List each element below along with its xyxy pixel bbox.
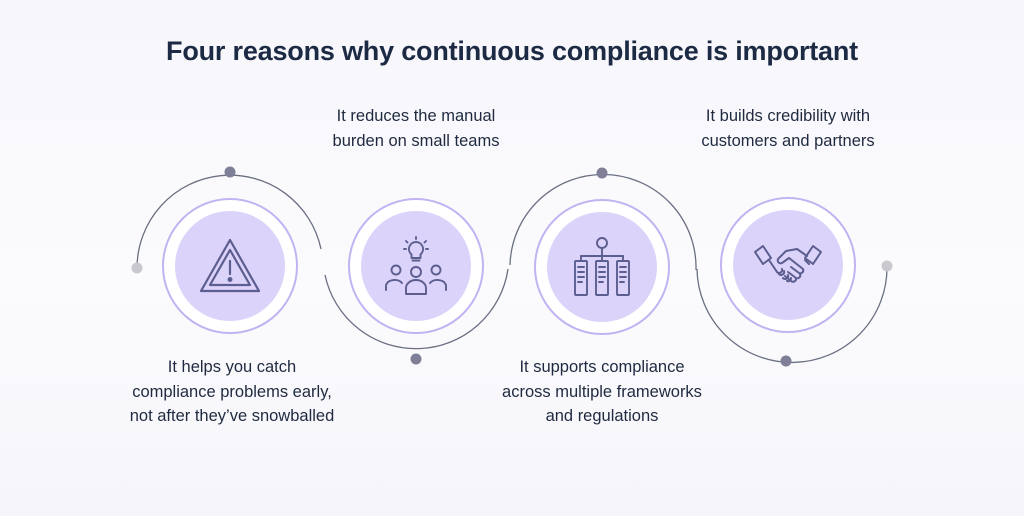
reason-label-4: It builds credibility with customers and… <box>701 107 875 150</box>
connector-arc-1 <box>136 174 322 269</box>
reason-label-1: It helps you catch compliance problems e… <box>129 358 335 425</box>
team-idea-icon <box>385 236 447 295</box>
start-dot <box>131 262 143 274</box>
reason-disc-4 <box>733 210 843 320</box>
reason-label-2: It reduces the manual burden on small te… <box>332 107 500 150</box>
connector-dot-4 <box>780 355 792 367</box>
connector-dot-1 <box>224 166 236 178</box>
handshake-icon <box>754 245 822 283</box>
end-dot <box>881 260 893 272</box>
reason-disc-2 <box>361 211 471 321</box>
reason-circle-3 <box>534 199 670 335</box>
reason-circle-1 <box>162 198 298 334</box>
warning-triangle-icon <box>199 238 261 293</box>
diagram-title: Four reasons why continuous compliance i… <box>166 36 858 66</box>
connector-arc-4 <box>696 265 888 364</box>
connector-dot-2 <box>410 353 422 365</box>
framework-hierarchy-icon <box>574 237 630 296</box>
reason-disc-1 <box>175 211 285 321</box>
connector-dot-3 <box>596 167 608 179</box>
connector-arc-2 <box>324 268 509 350</box>
reason-circle-4 <box>720 197 856 333</box>
reason-disc-3 <box>547 212 657 322</box>
reason-circle-2 <box>348 198 484 334</box>
reason-label-3: It supports compliance across multiple f… <box>502 358 702 425</box>
